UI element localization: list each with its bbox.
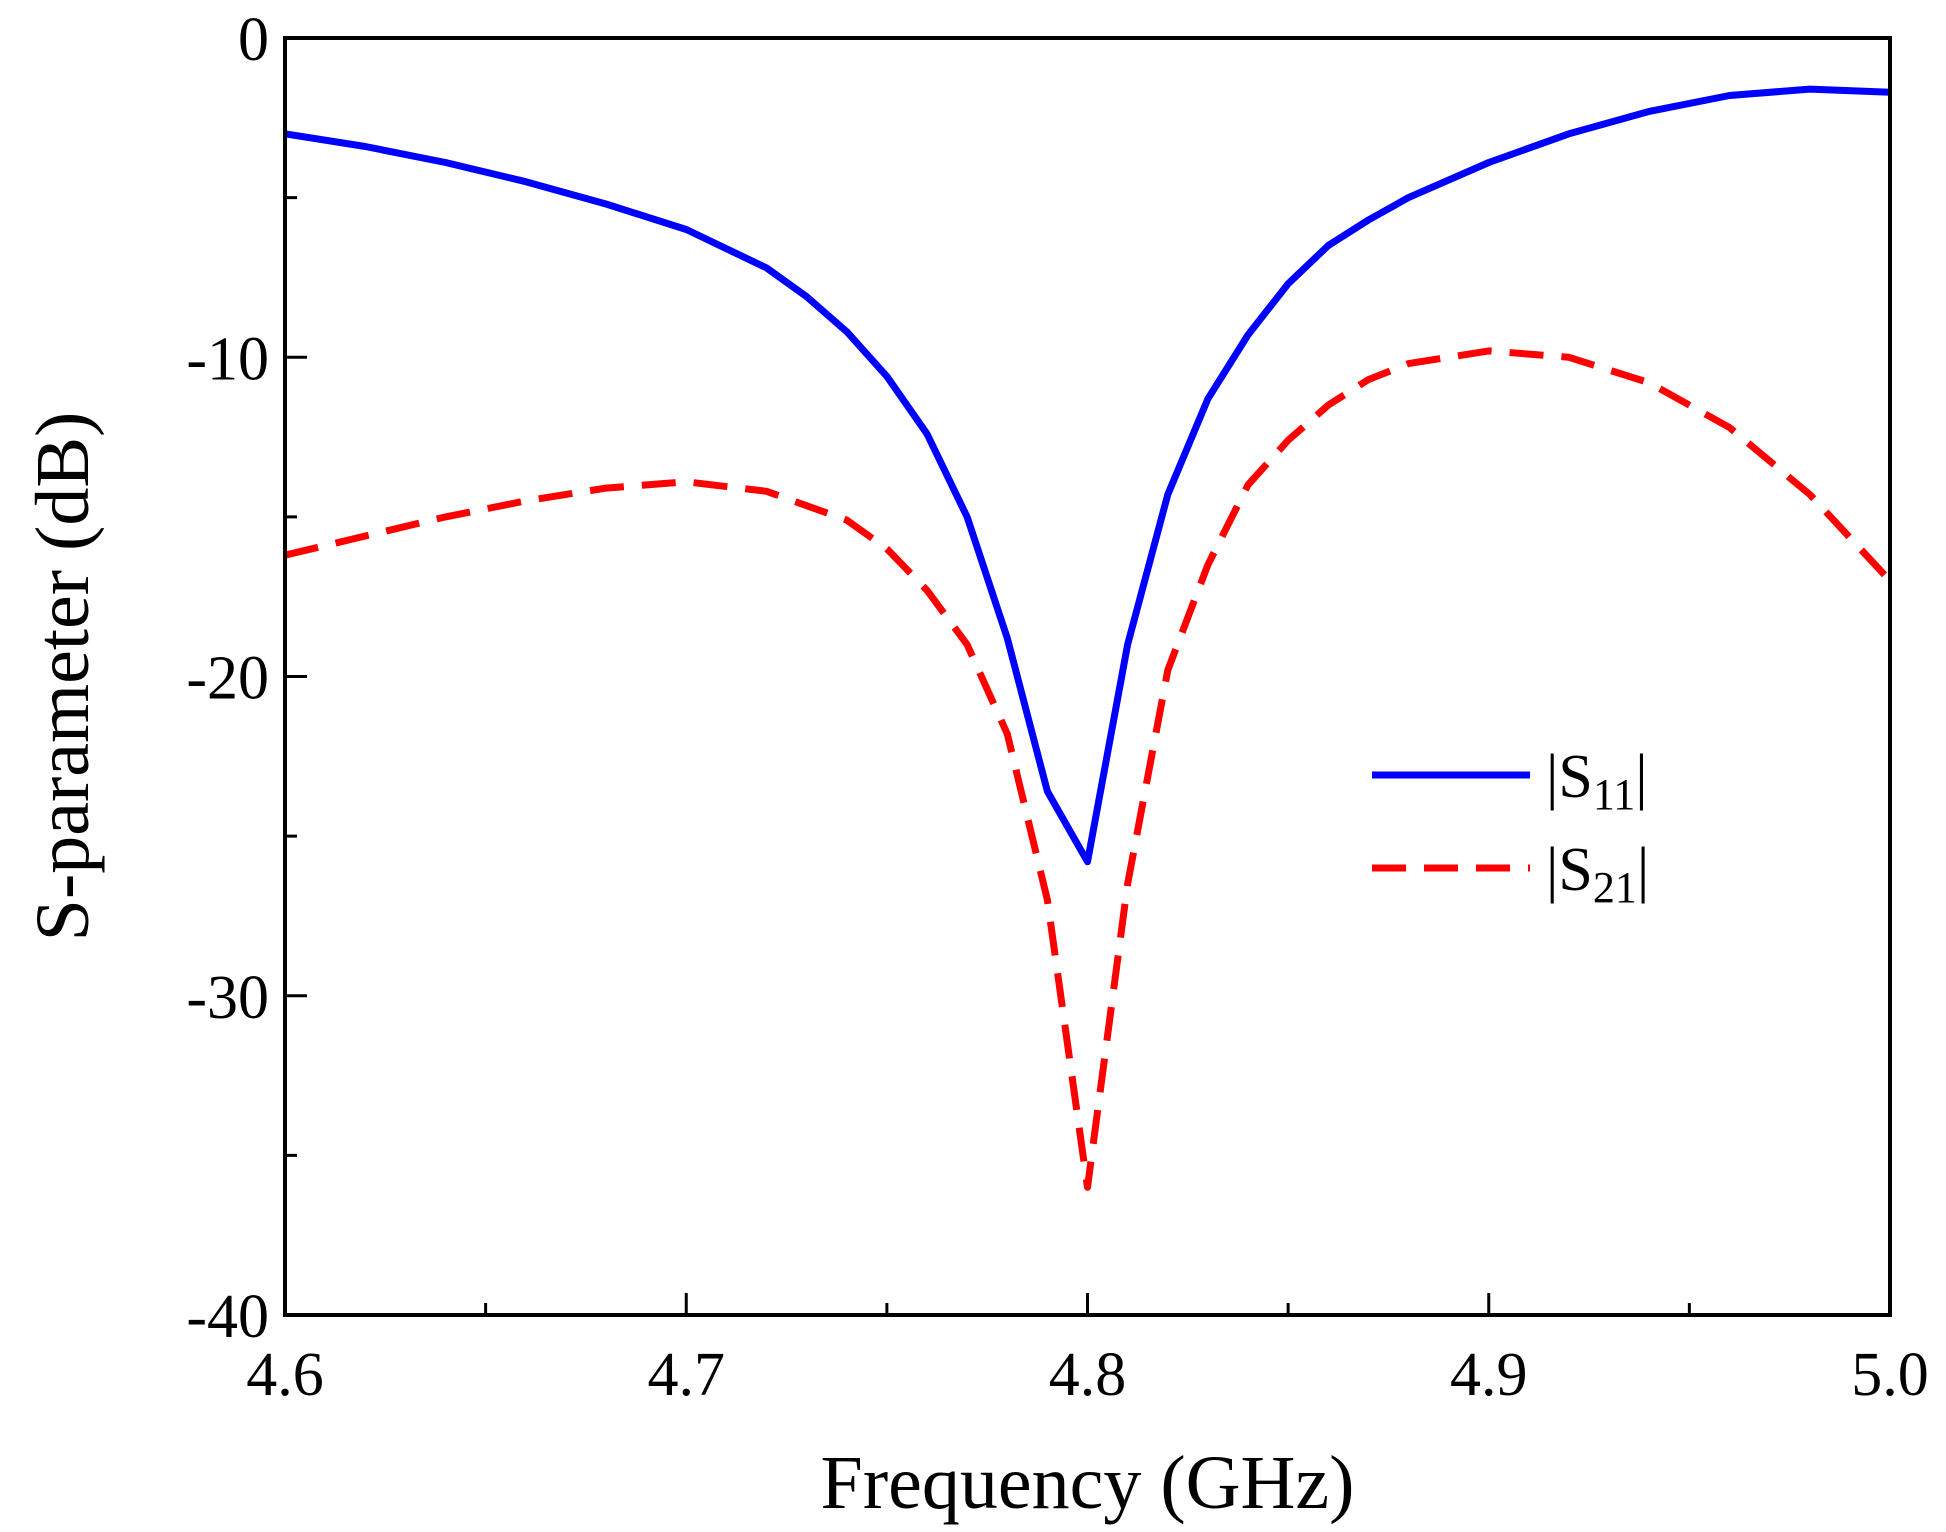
s11-series-line <box>284 85 1891 866</box>
x-tick-label: 4.6 <box>246 1341 324 1409</box>
y-tick-label: -10 <box>186 325 269 393</box>
y-tick-label: -20 <box>186 645 269 713</box>
legend-label-s21-end: | <box>1637 836 1649 904</box>
legend-label-s21: |S21| <box>1546 836 1649 912</box>
plot-frame <box>283 36 1892 1317</box>
legend: |S11| |S21| <box>1372 743 1649 912</box>
tick-labels: 4.6 4.7 4.8 4.9 5.0 0 -10 -20 -30 -40 <box>186 6 1928 1409</box>
legend-label-s11: |S11| <box>1546 743 1648 819</box>
y-axis-title: S-parameter (dB) <box>21 412 105 942</box>
legend-label-s11-sub: 11 <box>1593 770 1635 819</box>
legend-label-s11-base: |S <box>1546 743 1593 811</box>
series-lines <box>284 85 1893 1191</box>
y-tick-label: 0 <box>238 6 269 74</box>
legend-label-s21-base: |S <box>1546 836 1593 904</box>
legend-label-s11-end: | <box>1635 743 1647 811</box>
legend-label-s21-sub: 21 <box>1593 863 1637 912</box>
x-tick-label: 4.9 <box>1450 1341 1528 1409</box>
x-tick-label: 4.8 <box>1049 1341 1127 1409</box>
s21-series-line <box>284 347 1893 1191</box>
x-tick-label: 4.7 <box>648 1341 726 1409</box>
x-axis-title: Frequency (GHz) <box>821 1441 1355 1525</box>
y-tick-label: -30 <box>186 964 269 1032</box>
x-tick-label: 5.0 <box>1851 1341 1929 1409</box>
y-tick-label: -40 <box>186 1283 269 1351</box>
